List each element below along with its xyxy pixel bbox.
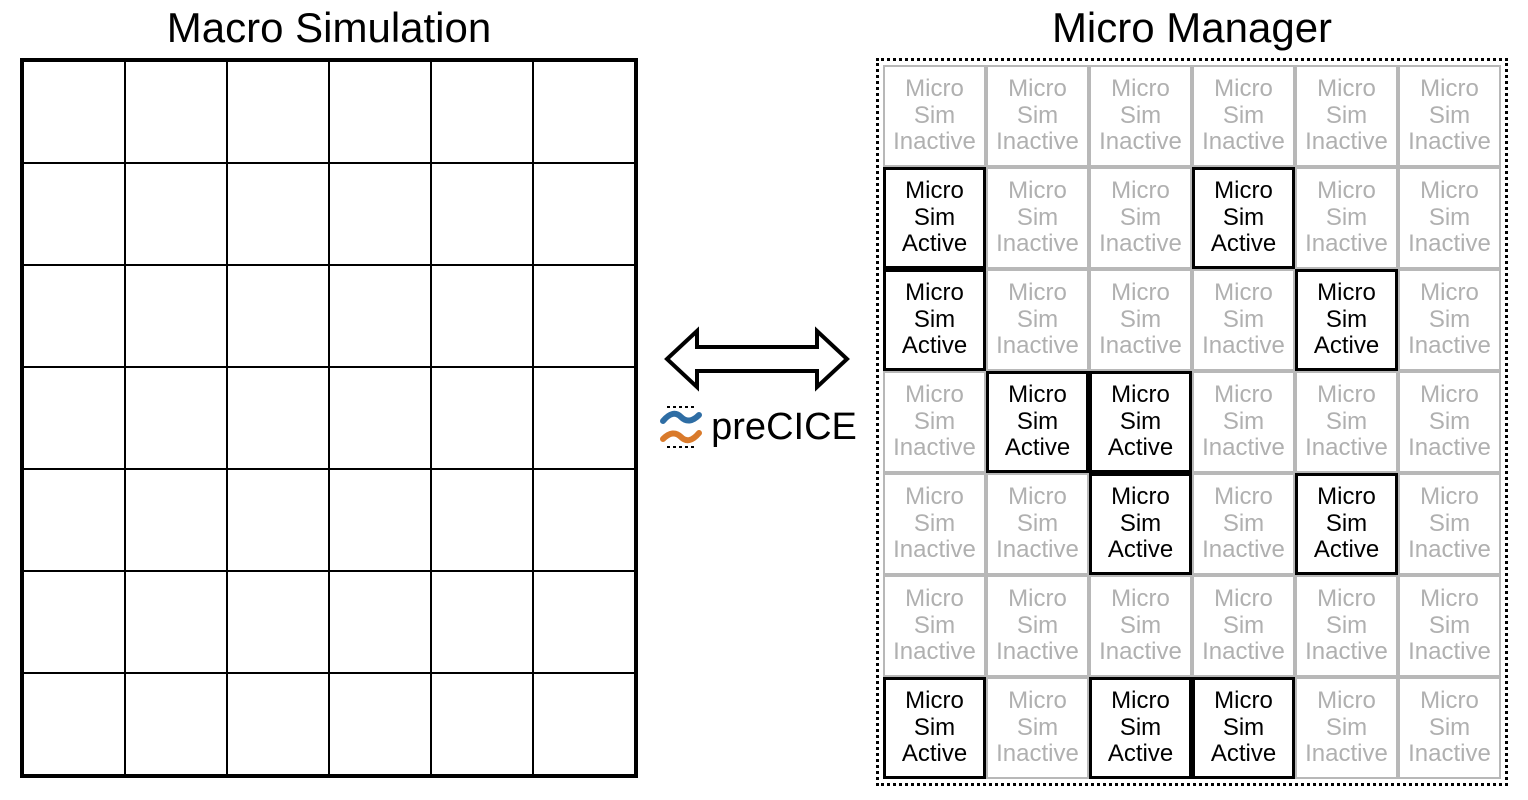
macro-cell bbox=[125, 469, 227, 571]
macro-cell bbox=[533, 673, 635, 775]
micro-cell-active: MicroSimActive bbox=[1295, 473, 1398, 575]
macro-cell bbox=[329, 61, 431, 163]
macro-title: Macro Simulation bbox=[167, 4, 491, 52]
precice-label: preCICE bbox=[657, 403, 857, 451]
macro-cell bbox=[431, 265, 533, 367]
micro-cell-inactive: MicroSimInactive bbox=[986, 65, 1089, 167]
micro-cell-inactive: MicroSimInactive bbox=[1398, 167, 1501, 269]
micro-cell-inactive: MicroSimInactive bbox=[883, 575, 986, 677]
macro-cell bbox=[23, 469, 125, 571]
micro-cell-inactive: MicroSimInactive bbox=[1089, 575, 1192, 677]
macro-cell bbox=[533, 367, 635, 469]
macro-cell bbox=[125, 673, 227, 775]
micro-cell-inactive: MicroSimInactive bbox=[986, 269, 1089, 371]
micro-cell-inactive: MicroSimInactive bbox=[1295, 677, 1398, 779]
macro-cell bbox=[533, 61, 635, 163]
macro-cell bbox=[431, 61, 533, 163]
macro-cell bbox=[431, 367, 533, 469]
micro-cell-inactive: MicroSimInactive bbox=[1089, 65, 1192, 167]
macro-cell bbox=[125, 265, 227, 367]
micro-cell-inactive: MicroSimInactive bbox=[986, 473, 1089, 575]
micro-cell-inactive: MicroSimInactive bbox=[1295, 371, 1398, 473]
micro-cell-inactive: MicroSimInactive bbox=[1089, 167, 1192, 269]
macro-cell bbox=[329, 163, 431, 265]
micro-cell-inactive: MicroSimInactive bbox=[1295, 575, 1398, 677]
micro-cell-inactive: MicroSimInactive bbox=[1192, 371, 1295, 473]
macro-cell bbox=[227, 571, 329, 673]
micro-cell-active: MicroSimActive bbox=[883, 269, 986, 371]
precice-text: preCICE bbox=[711, 406, 857, 449]
macro-cell bbox=[329, 469, 431, 571]
macro-cell bbox=[533, 571, 635, 673]
micro-cell-inactive: MicroSimInactive bbox=[1192, 575, 1295, 677]
macro-cell bbox=[227, 469, 329, 571]
diagram-stage: Macro Simulation preCICE Micro Manager M… bbox=[0, 0, 1528, 800]
macro-cell bbox=[329, 367, 431, 469]
macro-cell bbox=[125, 61, 227, 163]
macro-cell bbox=[227, 61, 329, 163]
micro-cell-inactive: MicroSimInactive bbox=[1295, 65, 1398, 167]
micro-cell-active: MicroSimActive bbox=[1192, 677, 1295, 779]
micro-cell-inactive: MicroSimInactive bbox=[1398, 677, 1501, 779]
center-connector: preCICE bbox=[649, 0, 865, 770]
macro-cell bbox=[23, 673, 125, 775]
macro-cell bbox=[227, 673, 329, 775]
micro-grid: MicroSimInactiveMicroSimInactiveMicroSim… bbox=[876, 58, 1508, 786]
macro-cell bbox=[125, 571, 227, 673]
micro-cell-inactive: MicroSimInactive bbox=[883, 371, 986, 473]
micro-cell-inactive: MicroSimInactive bbox=[1295, 167, 1398, 269]
macro-cell bbox=[23, 571, 125, 673]
micro-cell-inactive: MicroSimInactive bbox=[986, 677, 1089, 779]
micro-cell-active: MicroSimActive bbox=[1089, 677, 1192, 779]
macro-cell bbox=[23, 367, 125, 469]
macro-cell bbox=[533, 265, 635, 367]
macro-cell bbox=[329, 571, 431, 673]
macro-panel: Macro Simulation bbox=[20, 0, 638, 778]
micro-cell-inactive: MicroSimInactive bbox=[1398, 371, 1501, 473]
macro-cell bbox=[431, 673, 533, 775]
macro-cell bbox=[431, 571, 533, 673]
micro-cell-inactive: MicroSimInactive bbox=[1398, 65, 1501, 167]
micro-cell-active: MicroSimActive bbox=[883, 167, 986, 269]
macro-cell bbox=[227, 163, 329, 265]
micro-cell-inactive: MicroSimInactive bbox=[1192, 65, 1295, 167]
macro-cell bbox=[125, 367, 227, 469]
macro-cell bbox=[23, 163, 125, 265]
micro-cell-active: MicroSimActive bbox=[1192, 167, 1295, 269]
macro-cell bbox=[533, 469, 635, 571]
macro-cell bbox=[23, 265, 125, 367]
micro-cell-inactive: MicroSimInactive bbox=[986, 575, 1089, 677]
micro-cell-active: MicroSimActive bbox=[883, 677, 986, 779]
micro-cell-active: MicroSimActive bbox=[986, 371, 1089, 473]
precice-logo-icon bbox=[657, 403, 705, 451]
macro-grid bbox=[20, 58, 638, 778]
macro-cell bbox=[23, 61, 125, 163]
macro-cell bbox=[227, 265, 329, 367]
micro-cell-inactive: MicroSimInactive bbox=[1089, 269, 1192, 371]
micro-cell-inactive: MicroSimInactive bbox=[1192, 269, 1295, 371]
macro-cell bbox=[227, 367, 329, 469]
micro-cell-inactive: MicroSimInactive bbox=[1192, 473, 1295, 575]
macro-cell bbox=[329, 265, 431, 367]
macro-cell bbox=[431, 469, 533, 571]
micro-cell-active: MicroSimActive bbox=[1295, 269, 1398, 371]
macro-cell bbox=[125, 163, 227, 265]
micro-title: Micro Manager bbox=[1052, 4, 1332, 52]
micro-cell-inactive: MicroSimInactive bbox=[1398, 269, 1501, 371]
micro-cell-active: MicroSimActive bbox=[1089, 473, 1192, 575]
macro-cell bbox=[329, 673, 431, 775]
double-arrow-icon bbox=[657, 319, 857, 399]
micro-cell-inactive: MicroSimInactive bbox=[883, 473, 986, 575]
micro-cell-inactive: MicroSimInactive bbox=[1398, 575, 1501, 677]
micro-cell-inactive: MicroSimInactive bbox=[986, 167, 1089, 269]
micro-cell-inactive: MicroSimInactive bbox=[1398, 473, 1501, 575]
micro-cell-active: MicroSimActive bbox=[1089, 371, 1192, 473]
macro-cell bbox=[431, 163, 533, 265]
macro-cell bbox=[533, 163, 635, 265]
micro-cell-inactive: MicroSimInactive bbox=[883, 65, 986, 167]
micro-panel: Micro Manager MicroSimInactiveMicroSimIn… bbox=[876, 0, 1508, 786]
